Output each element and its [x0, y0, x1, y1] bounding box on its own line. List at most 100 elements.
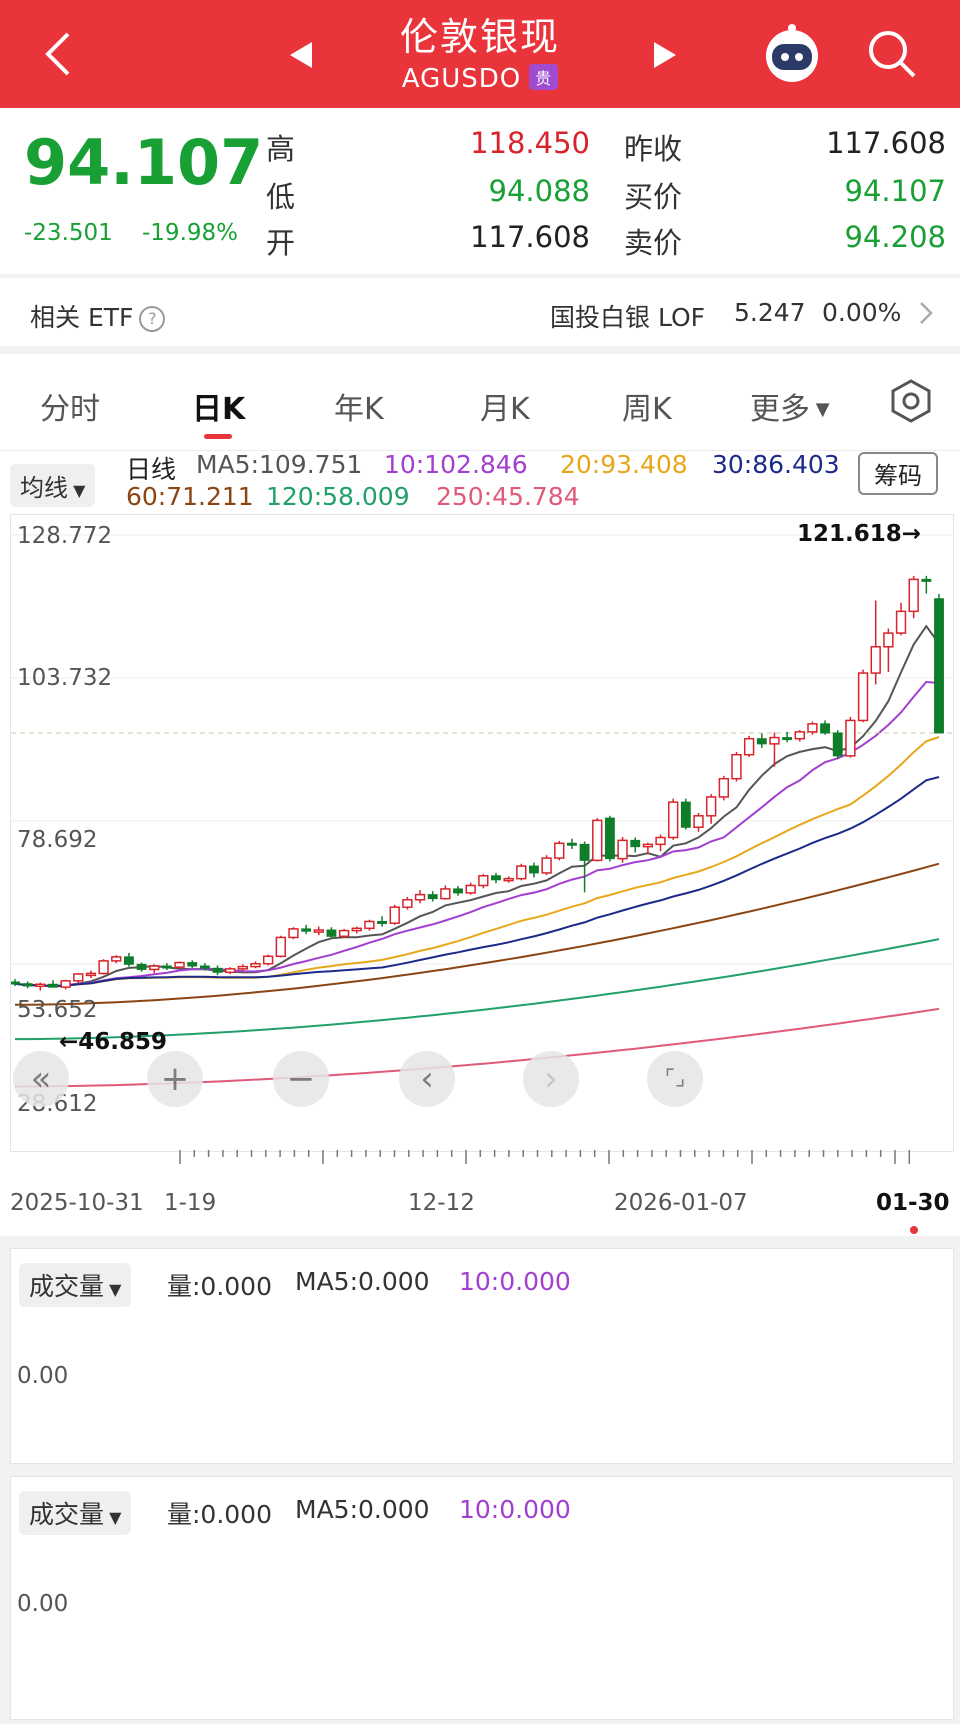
volume-selector-label: 成交量	[29, 1500, 105, 1529]
candle-body	[529, 865, 539, 874]
ma30-line	[14, 776, 940, 988]
search-icon[interactable]	[866, 28, 918, 84]
candle-body	[491, 875, 501, 881]
quote-panel: 94.107 -23.501 -19.98% 高 118.450 低 94.08…	[0, 108, 960, 274]
ma10-line	[14, 680, 940, 988]
fullscreen-button[interactable]: ⌜⌟	[647, 1051, 703, 1107]
candle-body	[22, 983, 33, 987]
kline-chart[interactable]: 128.772 103.732 78.692 53.652 28.612 121…	[10, 514, 954, 1152]
bid-value: 94.107	[844, 174, 946, 208]
current-date-dot	[910, 1226, 918, 1234]
x-axis-label: 2025-10-31	[10, 1190, 144, 1216]
candle-body	[351, 927, 362, 932]
tab-divider	[0, 450, 960, 451]
back-icon[interactable]	[38, 26, 78, 82]
candle-body	[883, 632, 894, 648]
caret-down-icon: ▼	[68, 481, 86, 500]
candle-body	[111, 956, 122, 962]
candle-body	[503, 877, 514, 882]
chart-settings-icon[interactable]	[888, 378, 934, 428]
candle-body	[895, 610, 907, 634]
candle-body	[705, 796, 717, 817]
bid-label: 买价	[624, 180, 683, 214]
etf-pct: 0.00%	[822, 298, 902, 327]
candle-body	[389, 906, 400, 924]
low-value: 94.088	[488, 174, 590, 208]
fullscreen-icon: ⌜⌟	[664, 1066, 686, 1091]
volume-selector-label: 成交量	[29, 1272, 105, 1301]
prev-symbol-icon[interactable]	[286, 38, 316, 76]
x-axis-label: 1-19	[164, 1190, 217, 1216]
candle-body	[554, 842, 565, 859]
plus-icon: +	[160, 1059, 190, 1099]
candle-body	[338, 929, 350, 938]
robot-assistant-icon[interactable]	[760, 22, 824, 90]
candle-body	[794, 731, 805, 740]
volume-ma5: MA5:0.000	[295, 1267, 430, 1296]
ask-value: 94.208	[844, 220, 946, 254]
candle-body	[224, 968, 236, 974]
chevron-right-icon	[918, 300, 934, 330]
tab-more[interactable]: 更多 ▼	[750, 384, 830, 428]
related-etf-row[interactable]: 相关 ETF? 国投白银 LOF 5.247 0.00%	[0, 278, 960, 346]
zoom-out-button[interactable]: −	[273, 1051, 329, 1107]
chevron-left-icon: ‹	[420, 1059, 434, 1099]
tab-weekly-k[interactable]: 周K	[622, 392, 672, 427]
jump-start-button[interactable]: «	[13, 1051, 69, 1107]
top-bar: 伦敦银现 AGUSDO 贵	[0, 0, 960, 108]
candle-body	[680, 801, 691, 828]
candle-body	[377, 920, 387, 924]
candle-body	[301, 928, 312, 932]
ask-label: 卖价	[624, 226, 683, 260]
tab-yearly-k[interactable]: 年K	[334, 392, 384, 427]
candle-body	[832, 732, 843, 757]
ma5-line	[14, 624, 940, 987]
volume-axis-zero: 0.00	[17, 1591, 69, 1617]
scroll-right-button[interactable]: ›	[523, 1051, 579, 1107]
open-value: 117.608	[470, 220, 590, 254]
active-tab-indicator	[204, 434, 232, 439]
last-price: 94.107	[24, 126, 264, 199]
volume-selector[interactable]: 成交量 ▼	[19, 1491, 132, 1535]
low-label: 低	[266, 180, 296, 214]
prev-close-label: 昨收	[624, 132, 683, 166]
candle-body	[440, 888, 451, 900]
zoom-in-button[interactable]: +	[147, 1051, 203, 1107]
tab-daily-k[interactable]: 日K	[192, 392, 246, 427]
candle-body	[934, 598, 944, 734]
price-change-pct: -19.98%	[142, 220, 238, 246]
max-price-marker: 121.618→	[797, 521, 922, 547]
volume-selector[interactable]: 成交量 ▼	[19, 1263, 132, 1307]
candle-body	[212, 967, 223, 973]
x-axis-label: 2026-01-07	[614, 1190, 748, 1216]
page-title: 伦敦银现	[399, 15, 560, 59]
candle-body	[782, 737, 793, 741]
help-icon[interactable]: ?	[139, 306, 166, 332]
candle-body	[630, 839, 641, 848]
caret-down-icon: ▼	[104, 1508, 122, 1527]
candle-body	[288, 928, 299, 939]
candle-body	[617, 839, 628, 860]
candle-body	[174, 961, 185, 968]
next-symbol-icon[interactable]	[650, 38, 680, 76]
candle-body	[199, 965, 210, 969]
etf-name: 国投白银 LOF	[550, 303, 706, 332]
candle-body	[364, 920, 375, 930]
tab-intraday[interactable]: 分时	[40, 392, 100, 427]
candle-body	[908, 578, 919, 613]
volume-ma10: 10:0.000	[459, 1267, 571, 1296]
y-axis-label-max: 128.772	[17, 523, 113, 549]
candle-body	[769, 736, 780, 745]
chips-button[interactable]: 筹码	[858, 452, 938, 495]
symbol-label: AGUSDO 贵	[0, 64, 960, 94]
tab-monthly-k[interactable]: 月K	[480, 392, 530, 427]
volume-ma5: MA5:0.000	[295, 1495, 430, 1524]
indicator-selector[interactable]: 均线 ▼	[10, 464, 96, 507]
scroll-left-button[interactable]: ‹	[399, 1051, 455, 1107]
indicator-selector-label: 均线	[20, 474, 68, 502]
candle-body	[123, 956, 134, 965]
open-label: 开	[266, 226, 296, 260]
candle-body	[668, 801, 679, 839]
volume-value: 量:0.000	[167, 1272, 272, 1301]
candle-body	[541, 857, 552, 874]
